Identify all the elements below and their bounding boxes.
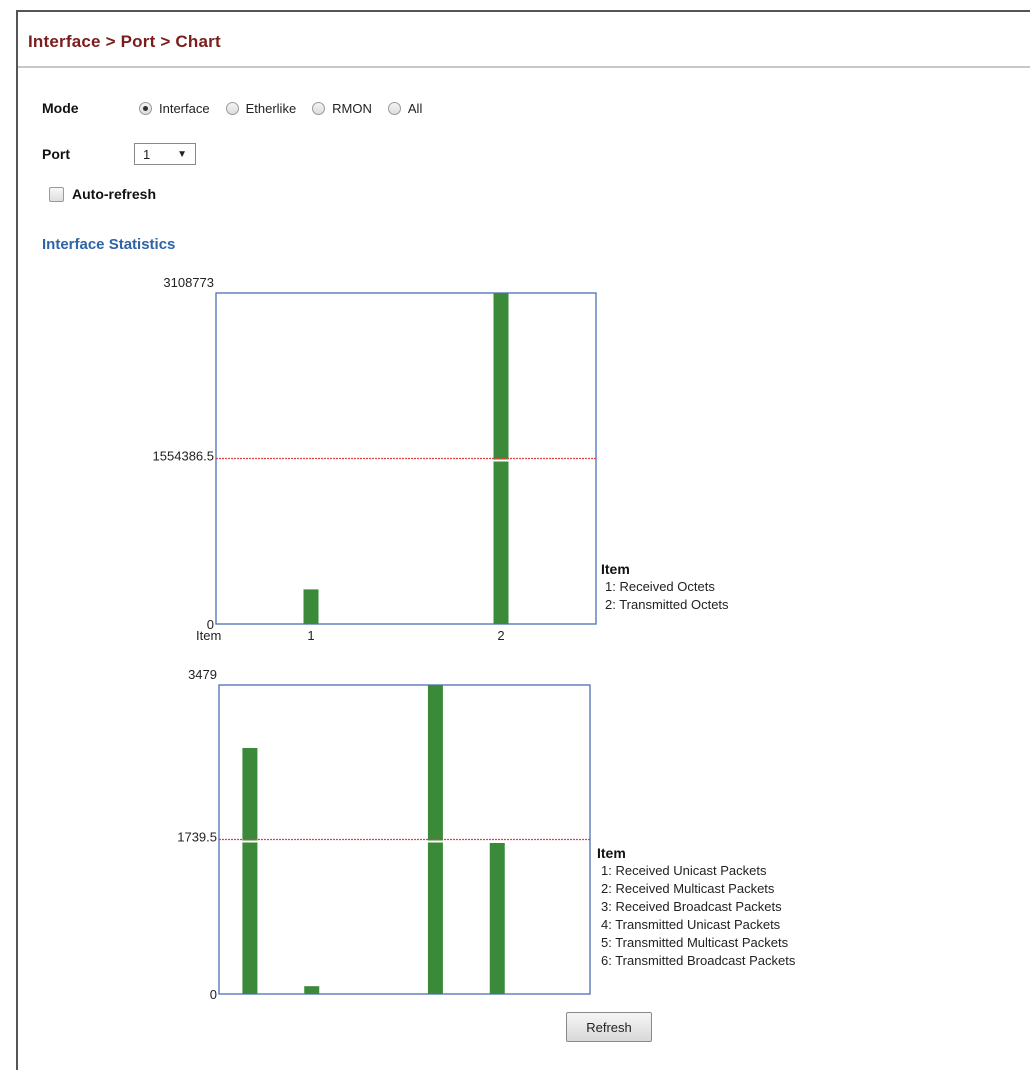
mode-row: Mode Interface Etherlike RMON All xyxy=(42,100,438,116)
x-tick-label: 1 xyxy=(307,628,314,643)
legend-entry: 2: Received Multicast Packets xyxy=(601,881,775,896)
radio-icon[interactable] xyxy=(225,101,239,115)
legend-entry: 3: Received Broadcast Packets xyxy=(601,899,782,914)
y-tick-label: 0 xyxy=(207,617,214,632)
mode-option-all[interactable]: All xyxy=(387,100,423,116)
legend-title: Item xyxy=(601,561,630,577)
x-tick-label: 4 xyxy=(432,998,439,1000)
legend-entry: 2: Transmitted Octets xyxy=(605,597,729,612)
x-tick-label: 2 xyxy=(308,998,315,1000)
x-axis-label: Item xyxy=(196,628,221,643)
legend-entry: 6: Transmitted Broadcast Packets xyxy=(601,953,796,968)
x-tick-label: 3 xyxy=(370,998,377,1000)
x-tick-label: 1 xyxy=(246,998,253,1000)
y-tick-label: 0 xyxy=(210,987,217,1000)
mode-label: Mode xyxy=(42,100,79,116)
port-select[interactable]: 1 ▼ xyxy=(134,143,196,165)
mode-option-interface[interactable]: Interface xyxy=(139,101,210,116)
y-tick-label: 3108773 xyxy=(163,275,214,290)
bar-item-5 xyxy=(489,843,505,994)
section-title: Interface Statistics xyxy=(42,236,176,253)
x-axis-label: Item xyxy=(190,998,215,1000)
legend-entry: 5: Transmitted Multicast Packets xyxy=(601,935,789,950)
radio-icon[interactable] xyxy=(312,101,326,115)
header-divider xyxy=(18,66,1030,68)
legend-title: Item xyxy=(597,845,626,861)
mode-option-label: All xyxy=(407,100,423,116)
dropdown-arrow-icon: ▼ xyxy=(177,148,187,160)
mode-option-label: Etherlike xyxy=(245,100,297,116)
y-tick-label: 1554386.5 xyxy=(153,449,214,464)
x-tick-label: 6 xyxy=(555,998,562,1000)
y-tick-label: 1739.5 xyxy=(177,830,217,845)
radio-icon[interactable] xyxy=(387,101,401,115)
mode-option-label: RMON xyxy=(332,100,372,116)
refresh-button[interactable]: Refresh xyxy=(566,1012,652,1042)
page-title: Interface > Port > Chart xyxy=(28,32,221,51)
port-label: Port xyxy=(42,146,70,162)
x-tick-label: 2 xyxy=(497,628,504,643)
x-tick-label: 5 xyxy=(494,998,501,1000)
legend-entry: 4: Transmitted Unicast Packets xyxy=(601,917,781,932)
mode-option-etherlike[interactable]: Etherlike xyxy=(225,100,297,116)
bar-item-2 xyxy=(304,986,320,994)
legend-entry: 1: Received Octets xyxy=(605,579,715,594)
radio-selected-icon[interactable] xyxy=(139,101,152,115)
bar-item-1 xyxy=(242,747,258,994)
page-header: Interface > Port > Chart xyxy=(18,12,1030,66)
auto-refresh-checkbox[interactable] xyxy=(49,186,64,202)
y-tick-label: 3479 xyxy=(188,667,217,682)
mode-option-rmon[interactable]: RMON xyxy=(312,101,372,116)
port-row: Port 1 ▼ xyxy=(42,143,196,165)
auto-refresh-row[interactable]: Auto-refresh xyxy=(49,186,156,202)
legend-entry: 1: Received Unicast Packets xyxy=(601,863,767,878)
bar-item-1 xyxy=(303,589,319,624)
port-select-value: 1 xyxy=(143,146,151,162)
auto-refresh-label: Auto-refresh xyxy=(72,186,157,202)
mode-option-label: Interface xyxy=(159,100,210,116)
